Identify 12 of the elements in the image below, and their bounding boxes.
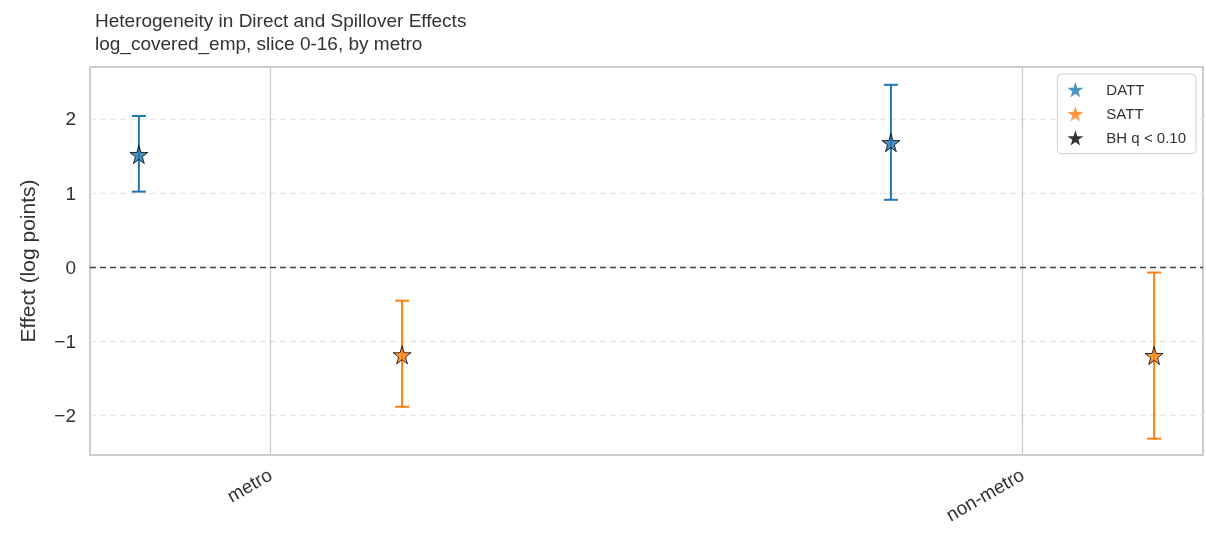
chart-subtitle: log_covered_emp, slice 0-16, by metro bbox=[95, 33, 423, 55]
y-tick-label: −1 bbox=[54, 330, 76, 352]
legend-label: SATT bbox=[1106, 105, 1144, 123]
y-tick-label: 0 bbox=[65, 256, 76, 278]
legend-label: DATT bbox=[1106, 81, 1145, 99]
x-tick-label: metro bbox=[223, 463, 276, 507]
chart-title: Heterogeneity in Direct and Spillover Effects bbox=[95, 10, 467, 31]
y-tick-label: −2 bbox=[54, 405, 76, 427]
legend-label: BH q < 0.10 bbox=[1106, 129, 1186, 147]
y-tick-label: 1 bbox=[65, 182, 76, 204]
y-axis-title: Effect (log points) bbox=[16, 179, 39, 343]
y-tick-label: 2 bbox=[65, 108, 76, 130]
